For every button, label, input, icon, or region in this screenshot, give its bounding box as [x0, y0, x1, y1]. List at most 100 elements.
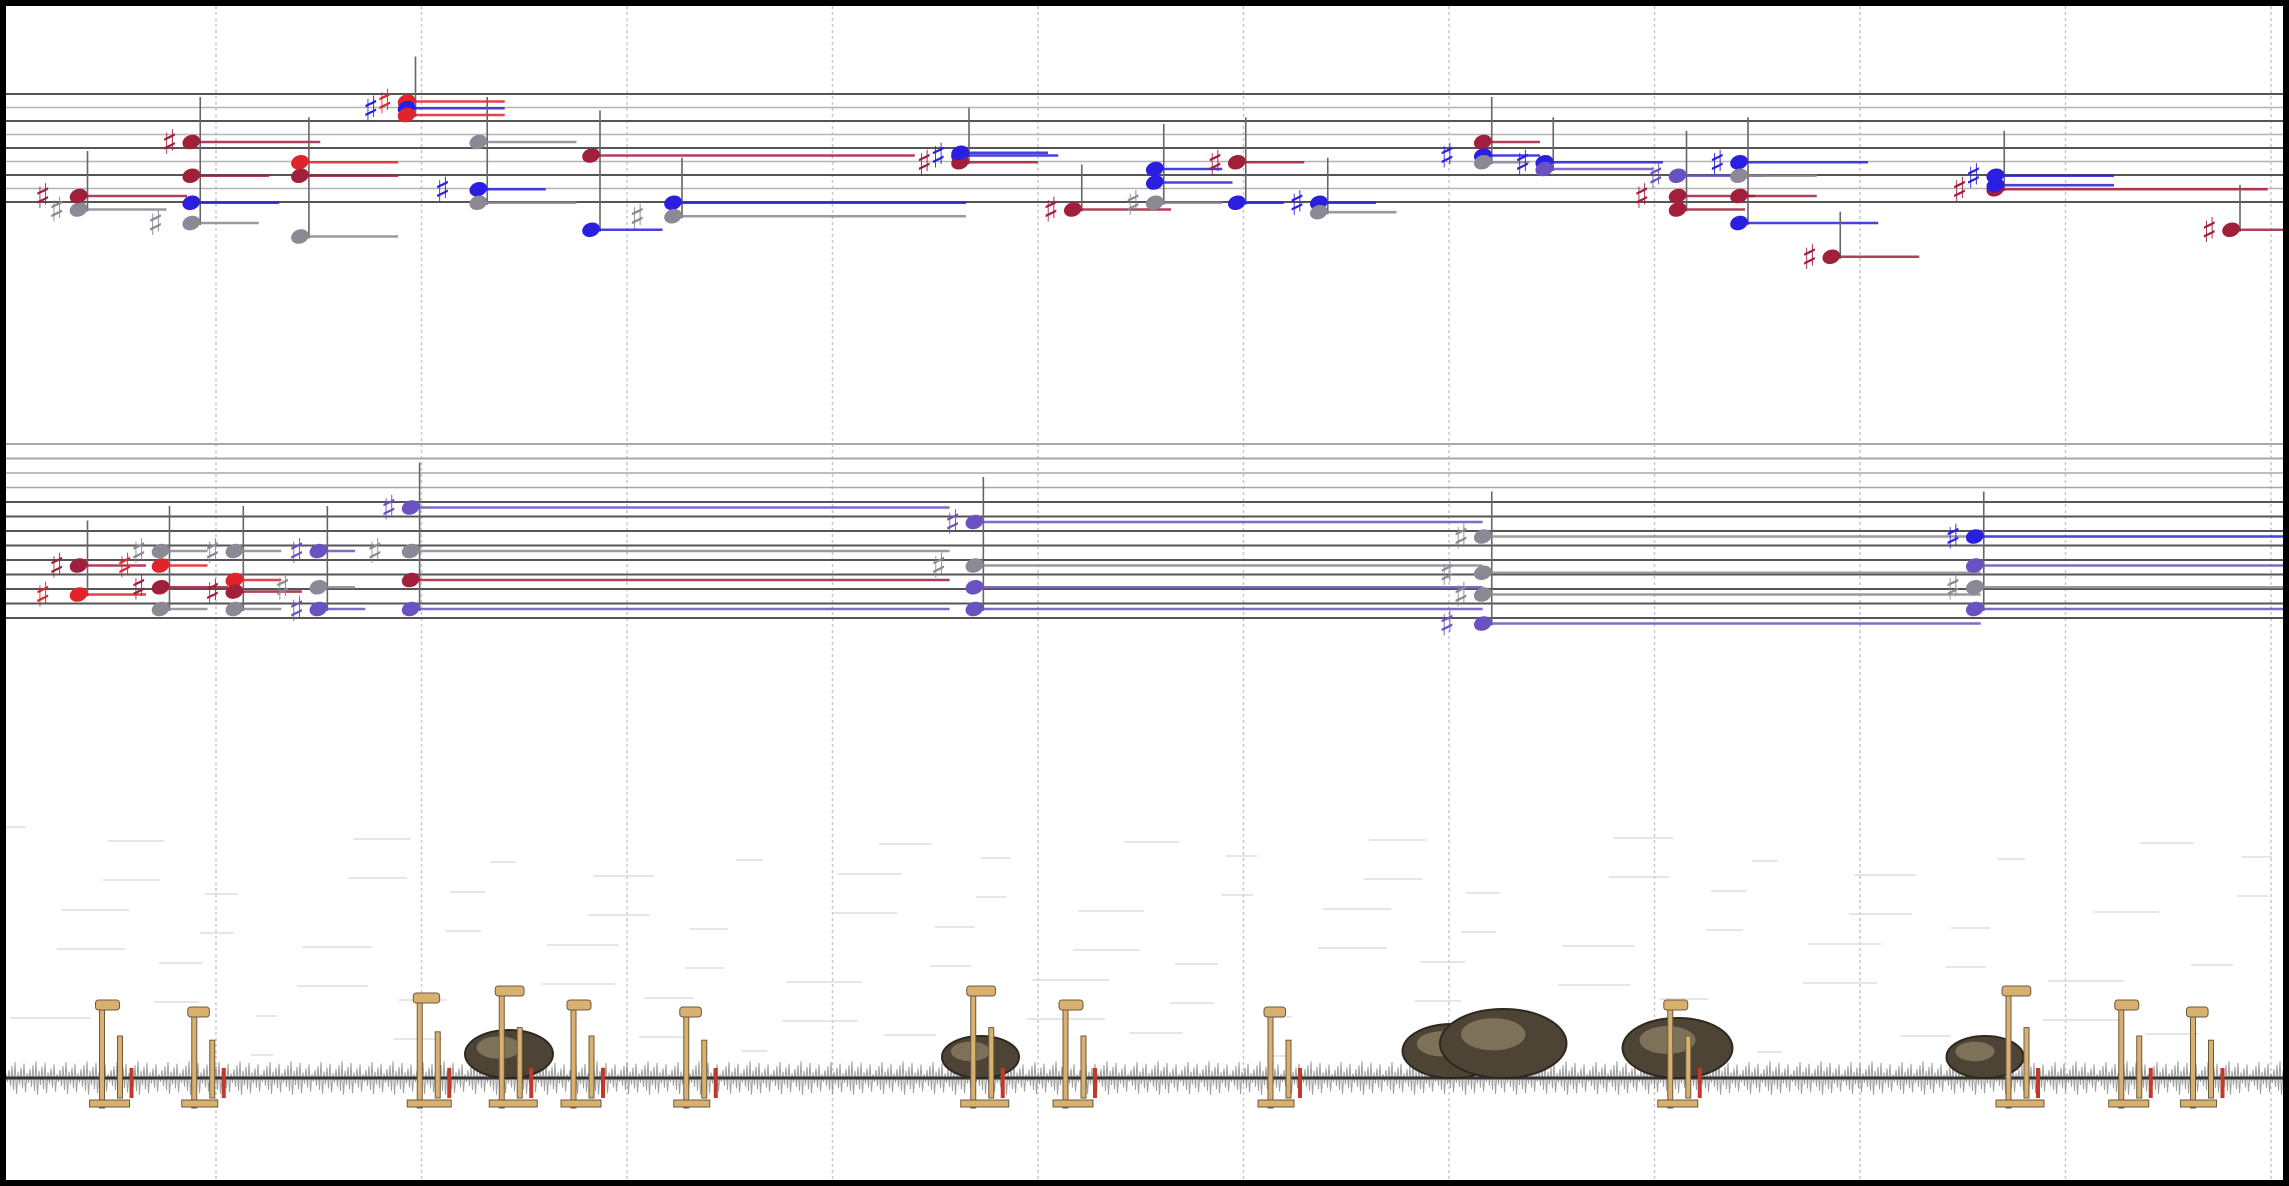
spectral-trace	[547, 944, 619, 946]
spectral-trace	[2094, 911, 2159, 913]
spectral-trace	[787, 981, 862, 983]
notehead-icon	[401, 572, 420, 588]
key-lever	[1657, 1099, 1699, 1108]
spectral-trace	[103, 879, 160, 881]
key-lever	[960, 1099, 1010, 1108]
spectral-trace	[445, 930, 481, 932]
percussion-lane	[6, 826, 2283, 1109]
hammer-jack	[988, 1027, 995, 1099]
spectral-trace	[639, 1036, 689, 1038]
notehead-icon	[69, 202, 88, 217]
notehead-icon	[151, 579, 170, 595]
key-lever	[1995, 1099, 2045, 1108]
notehead-icon	[1473, 529, 1492, 544]
notehead-icon	[1730, 168, 1748, 184]
sharp-accidental-icon: ♯	[2201, 211, 2217, 251]
sharp-accidental-icon: ♯	[1965, 157, 1981, 197]
spectral-trace	[736, 859, 763, 861]
sharp-accidental-icon: ♯	[1439, 605, 1455, 645]
upper-staff-notes: ♯♯♯♯♯♯♯♯♯♯♯ ♯♯♯♯ ♯ ♯♯♯♯♯♯♯	[35, 56, 2283, 278]
notehead-icon	[1986, 177, 2005, 193]
damper-felt	[129, 1068, 134, 1098]
notehead-icon	[1473, 616, 1492, 631]
spectral-trace	[1808, 943, 1881, 945]
sharp-accidental-icon: ♯	[1709, 143, 1725, 183]
notehead-icon	[1668, 168, 1687, 184]
notehead-icon	[582, 148, 600, 163]
spectral-trace	[2145, 1033, 2198, 1035]
damper-felt	[601, 1068, 605, 1098]
spectral-trace	[2048, 980, 2124, 982]
hammer-shank	[2190, 1014, 2196, 1109]
hammer-jack	[434, 1031, 441, 1099]
spectral-trace	[1323, 908, 1391, 910]
notehead-icon	[69, 587, 88, 602]
notehead-icon	[291, 168, 309, 184]
spectral-trace	[884, 1034, 936, 1036]
sharp-accidental-icon: ♯	[930, 547, 946, 587]
notehead-icon	[1145, 175, 1164, 190]
key-lever	[2180, 1099, 2217, 1108]
spectral-trace	[11, 1017, 90, 1019]
notehead-icon	[1473, 587, 1492, 602]
spectral-trace	[588, 914, 650, 916]
notehead-icon	[1965, 579, 1984, 595]
sharp-accidental-icon: ♯	[131, 568, 147, 608]
notehead-icon	[1473, 154, 1492, 170]
spectral-trace	[1124, 841, 1179, 843]
sharp-accidental-icon: ♯	[363, 89, 379, 129]
spectral-trace	[6, 826, 26, 828]
sharp-accidental-icon: ♯	[1945, 568, 1961, 608]
notehead-icon	[1473, 134, 1492, 150]
notehead-icon	[1227, 195, 1246, 211]
damper-felt	[2148, 1068, 2153, 1098]
piano-hammer-action-icon	[1657, 999, 1702, 1109]
spectral-trace	[1900, 1035, 1951, 1037]
notehead-icon	[965, 601, 984, 617]
spectral-trace	[2043, 1019, 2120, 1021]
piano-hammer-action-icon	[560, 999, 605, 1109]
notehead-icon	[1822, 249, 1841, 265]
sharp-accidental-icon: ♯	[916, 143, 932, 183]
key-lever	[488, 1099, 538, 1108]
spectral-trace	[935, 926, 975, 928]
notehead-icon	[1535, 161, 1554, 177]
damper-felt	[1298, 1068, 1302, 1098]
spectral-trace	[833, 912, 897, 914]
notehead-icon	[951, 145, 969, 161]
notehead-icon	[309, 579, 328, 595]
sharp-accidental-icon: ♯	[35, 177, 51, 217]
sharp-accidental-icon: ♯	[930, 137, 946, 177]
sharp-accidental-icon: ♯	[161, 123, 177, 163]
sharp-accidental-icon: ♯	[377, 83, 393, 123]
sharp-accidental-icon: ♯	[381, 489, 397, 529]
hammer-head	[2114, 999, 2140, 1011]
sharp-accidental-icon: ♯	[629, 197, 645, 237]
sharp-accidental-icon: ♯	[288, 532, 304, 572]
piano-hammer-action-icon	[406, 992, 452, 1109]
notehead-icon	[182, 215, 201, 231]
damper-felt	[1093, 1068, 1097, 1098]
notehead-icon	[1309, 204, 1328, 220]
sharp-accidental-icon: ♯	[49, 547, 65, 587]
hammer-shank	[1667, 1007, 1674, 1109]
spectral-trace	[741, 1050, 767, 1052]
notehead-icon	[664, 208, 682, 224]
spectral-trace	[2237, 895, 2268, 897]
hammer-jack	[209, 1039, 216, 1099]
notehead-icon	[2222, 222, 2240, 238]
spectral-trace	[593, 875, 654, 877]
spectral-trace	[251, 1054, 273, 1056]
cymbal-icon	[941, 1035, 1020, 1079]
damper-felt	[2036, 1068, 2040, 1098]
sharp-accidental-icon: ♯	[1289, 184, 1305, 224]
spectral-trace	[1660, 998, 1708, 1000]
spectral-trace	[879, 843, 932, 845]
spectral-trace	[2140, 842, 2194, 844]
sharp-accidental-icon: ♯	[1801, 238, 1817, 278]
lower-staff-notes: ♯♯♯♯♯♯♯♯♯♯♯♯♯♯♯♯♯♯♯♯	[35, 462, 2283, 645]
sharp-accidental-icon: ♯	[1207, 143, 1223, 183]
piano-hammer-action-icon	[1995, 985, 2045, 1109]
spectral-trace	[542, 983, 615, 985]
spectral-trace	[154, 1001, 199, 1003]
